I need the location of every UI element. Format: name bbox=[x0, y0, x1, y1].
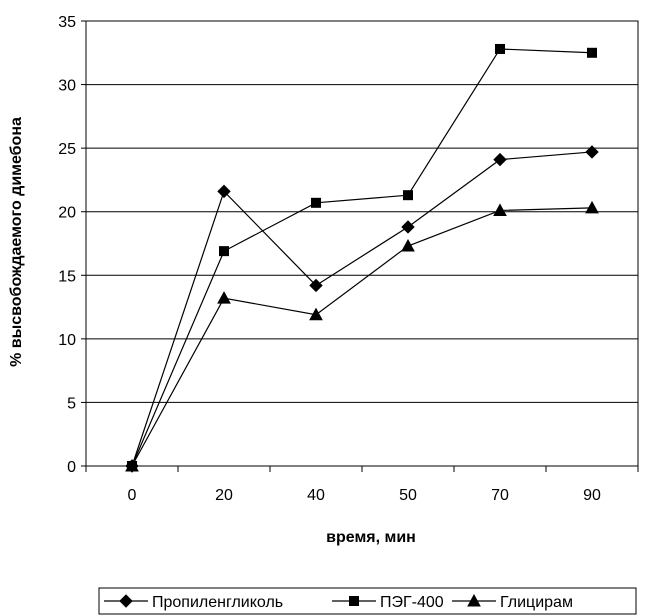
x-tick-label: 90 bbox=[583, 487, 601, 504]
y-axis: 0 5 10 15 20 25 30 35 bbox=[58, 14, 86, 476]
data-point bbox=[585, 145, 599, 159]
y-tick-label: 20 bbox=[58, 205, 76, 222]
series-line bbox=[131, 48, 593, 467]
y-tick-label: 0 bbox=[67, 459, 76, 476]
data-point bbox=[217, 291, 231, 304]
x-axis: 0 20 40 50 70 90 bbox=[85, 466, 639, 504]
data-point bbox=[587, 47, 597, 58]
y-tick-label: 25 bbox=[58, 141, 76, 158]
y-tick-label: 15 bbox=[58, 268, 76, 285]
x-tick-label: 50 bbox=[399, 487, 417, 504]
series-3 bbox=[125, 200, 599, 472]
legend-item: ПЭГ-400 bbox=[332, 594, 444, 611]
data-point bbox=[219, 246, 229, 257]
data-point bbox=[309, 307, 323, 321]
legend-marker bbox=[467, 593, 481, 607]
data-point bbox=[401, 238, 415, 252]
y-tick-label: 5 bbox=[67, 395, 76, 412]
data-point bbox=[217, 184, 231, 199]
x-tick-label: 40 bbox=[307, 487, 325, 504]
data-point bbox=[309, 278, 323, 293]
plot-area bbox=[85, 20, 639, 467]
series-layer bbox=[125, 43, 599, 473]
data-point bbox=[125, 458, 139, 472]
series-line bbox=[131, 207, 593, 467]
x-tick-label: 70 bbox=[491, 487, 509, 504]
legend-label: Глицирам bbox=[500, 594, 573, 611]
legend-marker bbox=[349, 596, 359, 606]
data-point bbox=[401, 220, 415, 234]
data-point bbox=[493, 152, 507, 167]
x-tick-label: 0 bbox=[128, 487, 137, 504]
data-point bbox=[495, 43, 505, 54]
y-tick-label: 30 bbox=[58, 78, 76, 95]
legend-item: Глицирам bbox=[452, 593, 573, 611]
legend-label: ПЭГ-400 bbox=[380, 594, 444, 611]
y-tick-label: 35 bbox=[58, 14, 76, 31]
data-point bbox=[585, 200, 599, 214]
data-point bbox=[311, 197, 321, 208]
x-axis-title: время, мин bbox=[326, 529, 416, 546]
plot-border bbox=[85, 20, 639, 467]
gridlines bbox=[86, 84, 638, 403]
x-tick-label: 20 bbox=[215, 487, 233, 504]
y-tick-label: 10 bbox=[58, 332, 76, 349]
legend-label: Пропиленгликоль bbox=[152, 594, 283, 611]
legend: Пропиленгликоль ПЭГ-400 Глицирам bbox=[98, 587, 637, 615]
data-point bbox=[493, 203, 507, 216]
series-line bbox=[131, 151, 593, 467]
y-axis-title: % высвобождаемого димебона bbox=[8, 117, 25, 367]
legend-item: Пропиленгликоль bbox=[104, 594, 283, 611]
data-point bbox=[403, 190, 413, 201]
legend-marker bbox=[119, 594, 133, 608]
